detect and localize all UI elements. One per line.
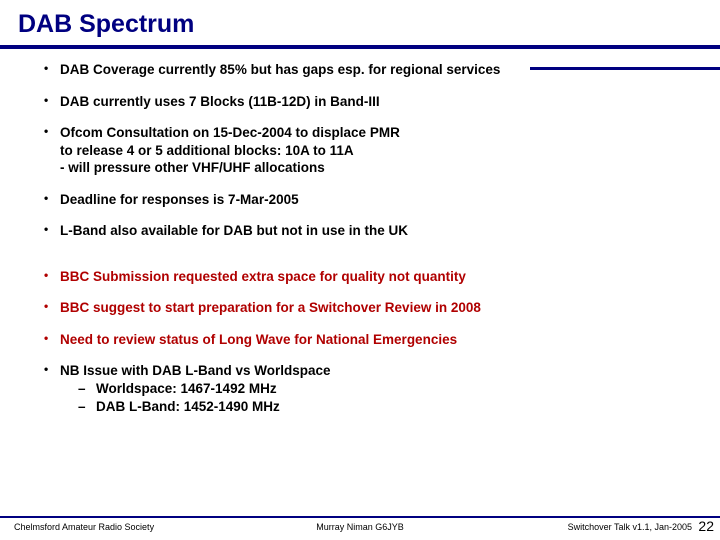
bullet-text: BBC suggest to start preparation for a S… <box>60 300 481 315</box>
sub-bullet-item: Worldspace: 1467-1492 MHz <box>96 380 700 398</box>
bullet-text: NB Issue with DAB L-Band vs Worldspace <box>60 363 331 378</box>
bullet-item-red: BBC Submission requested extra space for… <box>60 268 700 286</box>
bullet-text: Ofcom Consultation on 15-Dec-2004 to dis… <box>60 125 400 140</box>
bullet-text: DAB Coverage currently 85% but has gaps … <box>60 62 500 77</box>
bullet-text: to release 4 or 5 additional blocks: 10A… <box>60 143 354 158</box>
bullet-item: DAB Coverage currently 85% but has gaps … <box>60 61 700 79</box>
footer: Chelmsford Amateur Radio Society Murray … <box>0 514 720 534</box>
bullet-item-red: Need to review status of Long Wave for N… <box>60 331 700 349</box>
sub-bullet-text: DAB L-Band: 1452-1490 MHz <box>96 399 280 414</box>
page-number: 22 <box>698 518 714 534</box>
bullet-text: L-Band also available for DAB but not in… <box>60 223 408 238</box>
bullet-item: Deadline for responses is 7-Mar-2005 <box>60 191 700 209</box>
sub-bullet-list: Worldspace: 1467-1492 MHz DAB L-Band: 14… <box>60 380 700 416</box>
bullet-text: DAB currently uses 7 Blocks (11B-12D) in… <box>60 94 380 109</box>
sub-bullet-text: Worldspace: 1467-1492 MHz <box>96 381 277 396</box>
bullet-item: L-Band also available for DAB but not in… <box>60 222 700 240</box>
bullet-text: Deadline for responses is 7-Mar-2005 <box>60 192 299 207</box>
slide: DAB Spectrum DAB Coverage currently 85% … <box>0 0 720 540</box>
footer-right: Switchover Talk v1.1, Jan-2005 <box>568 522 692 532</box>
bullet-item-red: BBC suggest to start preparation for a S… <box>60 299 700 317</box>
bullet-text: - will pressure other VHF/UHF allocation… <box>60 160 325 175</box>
bullet-text: Need to review status of Long Wave for N… <box>60 332 457 347</box>
bullet-text: BBC Submission requested extra space for… <box>60 269 466 284</box>
bullet-item: Ofcom Consultation on 15-Dec-2004 to dis… <box>60 124 700 177</box>
bullet-list: DAB Coverage currently 85% but has gaps … <box>60 61 700 416</box>
content-area: DAB Coverage currently 85% but has gaps … <box>0 49 720 416</box>
bullet-item: NB Issue with DAB L-Band vs Worldspace W… <box>60 362 700 416</box>
bullet-item: DAB currently uses 7 Blocks (11B-12D) in… <box>60 93 700 111</box>
sub-bullet-item: DAB L-Band: 1452-1490 MHz <box>96 398 700 416</box>
slide-title: DAB Spectrum <box>0 0 720 39</box>
